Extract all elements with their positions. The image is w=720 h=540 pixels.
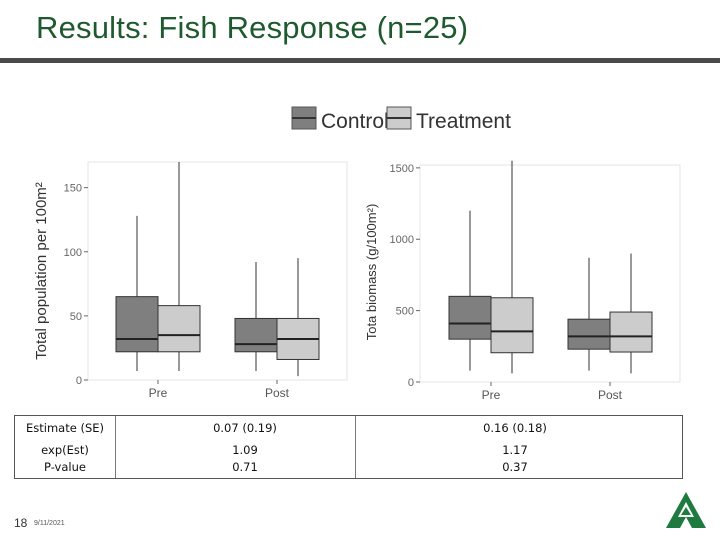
biomass-value: 0.16 (0.18) [483,421,547,435]
legend: Control Treatment [291,106,511,133]
population-value: 1.09 [232,443,258,457]
stats-table: Estimate (SE) 0.07 (0.19) 0.16 (0.18) ex… [14,415,683,479]
legend-label-control: Control [321,110,389,133]
y-tick-label: 50 [70,311,82,323]
population-value: 0.07 (0.19) [213,421,277,435]
box-body [157,305,201,353]
legend-label-treatment: Treatment [416,110,511,133]
slide-number: 18 [14,516,28,530]
x-tick-label: Post [598,388,623,402]
y-axis-label: Tota biomass (g/100m²) [364,204,379,341]
y-tick-label: 1000 [390,234,414,246]
table-divider [115,416,116,478]
biomass-value: 0.37 [502,460,528,474]
table-divider [355,416,356,478]
box-body [609,311,653,353]
x-tick-label: Post [265,386,290,400]
title-divider [0,58,720,63]
table-row: exp(Est) 1.09 1.17 [15,443,682,461]
biomass-value: 1.17 [502,443,528,457]
box-body [234,317,278,353]
row-label: P-value [44,460,86,474]
y-tick-label: 0 [408,377,414,389]
box-plots-figure: Control Treatment 0 50 100 150 Total populat… [33,106,681,402]
y-tick-label: 0 [76,375,82,387]
table-row: Estimate (SE) 0.07 (0.19) 0.16 (0.18) [15,421,682,439]
y-tick-label: 1500 [390,163,414,175]
y-tick-label: 100 [64,247,82,259]
y-tick-label: 500 [396,306,414,318]
biomass-boxplot: 0 500 1000 1500 Tota biomass (g/100m²) Pre Pos… [364,160,681,402]
x-tick-label: Pre [149,386,168,400]
slide-title: Results: Fish Response (n=25) [36,10,469,45]
tree-logo-icon [666,492,706,528]
y-axis-label: Total population per 100m² [33,182,50,360]
x-tick-label: Pre [482,388,501,402]
box-body [448,295,492,340]
row-label: Estimate (SE) [26,421,104,435]
slide-date: 9/11/2021 [34,520,65,527]
box-body [115,296,159,353]
y-tick-label: 150 [64,183,82,195]
box-body [567,318,611,350]
row-label: exp(Est) [41,443,89,457]
box-body [490,297,534,354]
population-boxplot: 0 50 100 150 Total population per 100m² Pre Po… [33,161,348,400]
table-row: P-value 0.71 0.37 [15,460,682,478]
population-value: 0.71 [232,460,258,474]
